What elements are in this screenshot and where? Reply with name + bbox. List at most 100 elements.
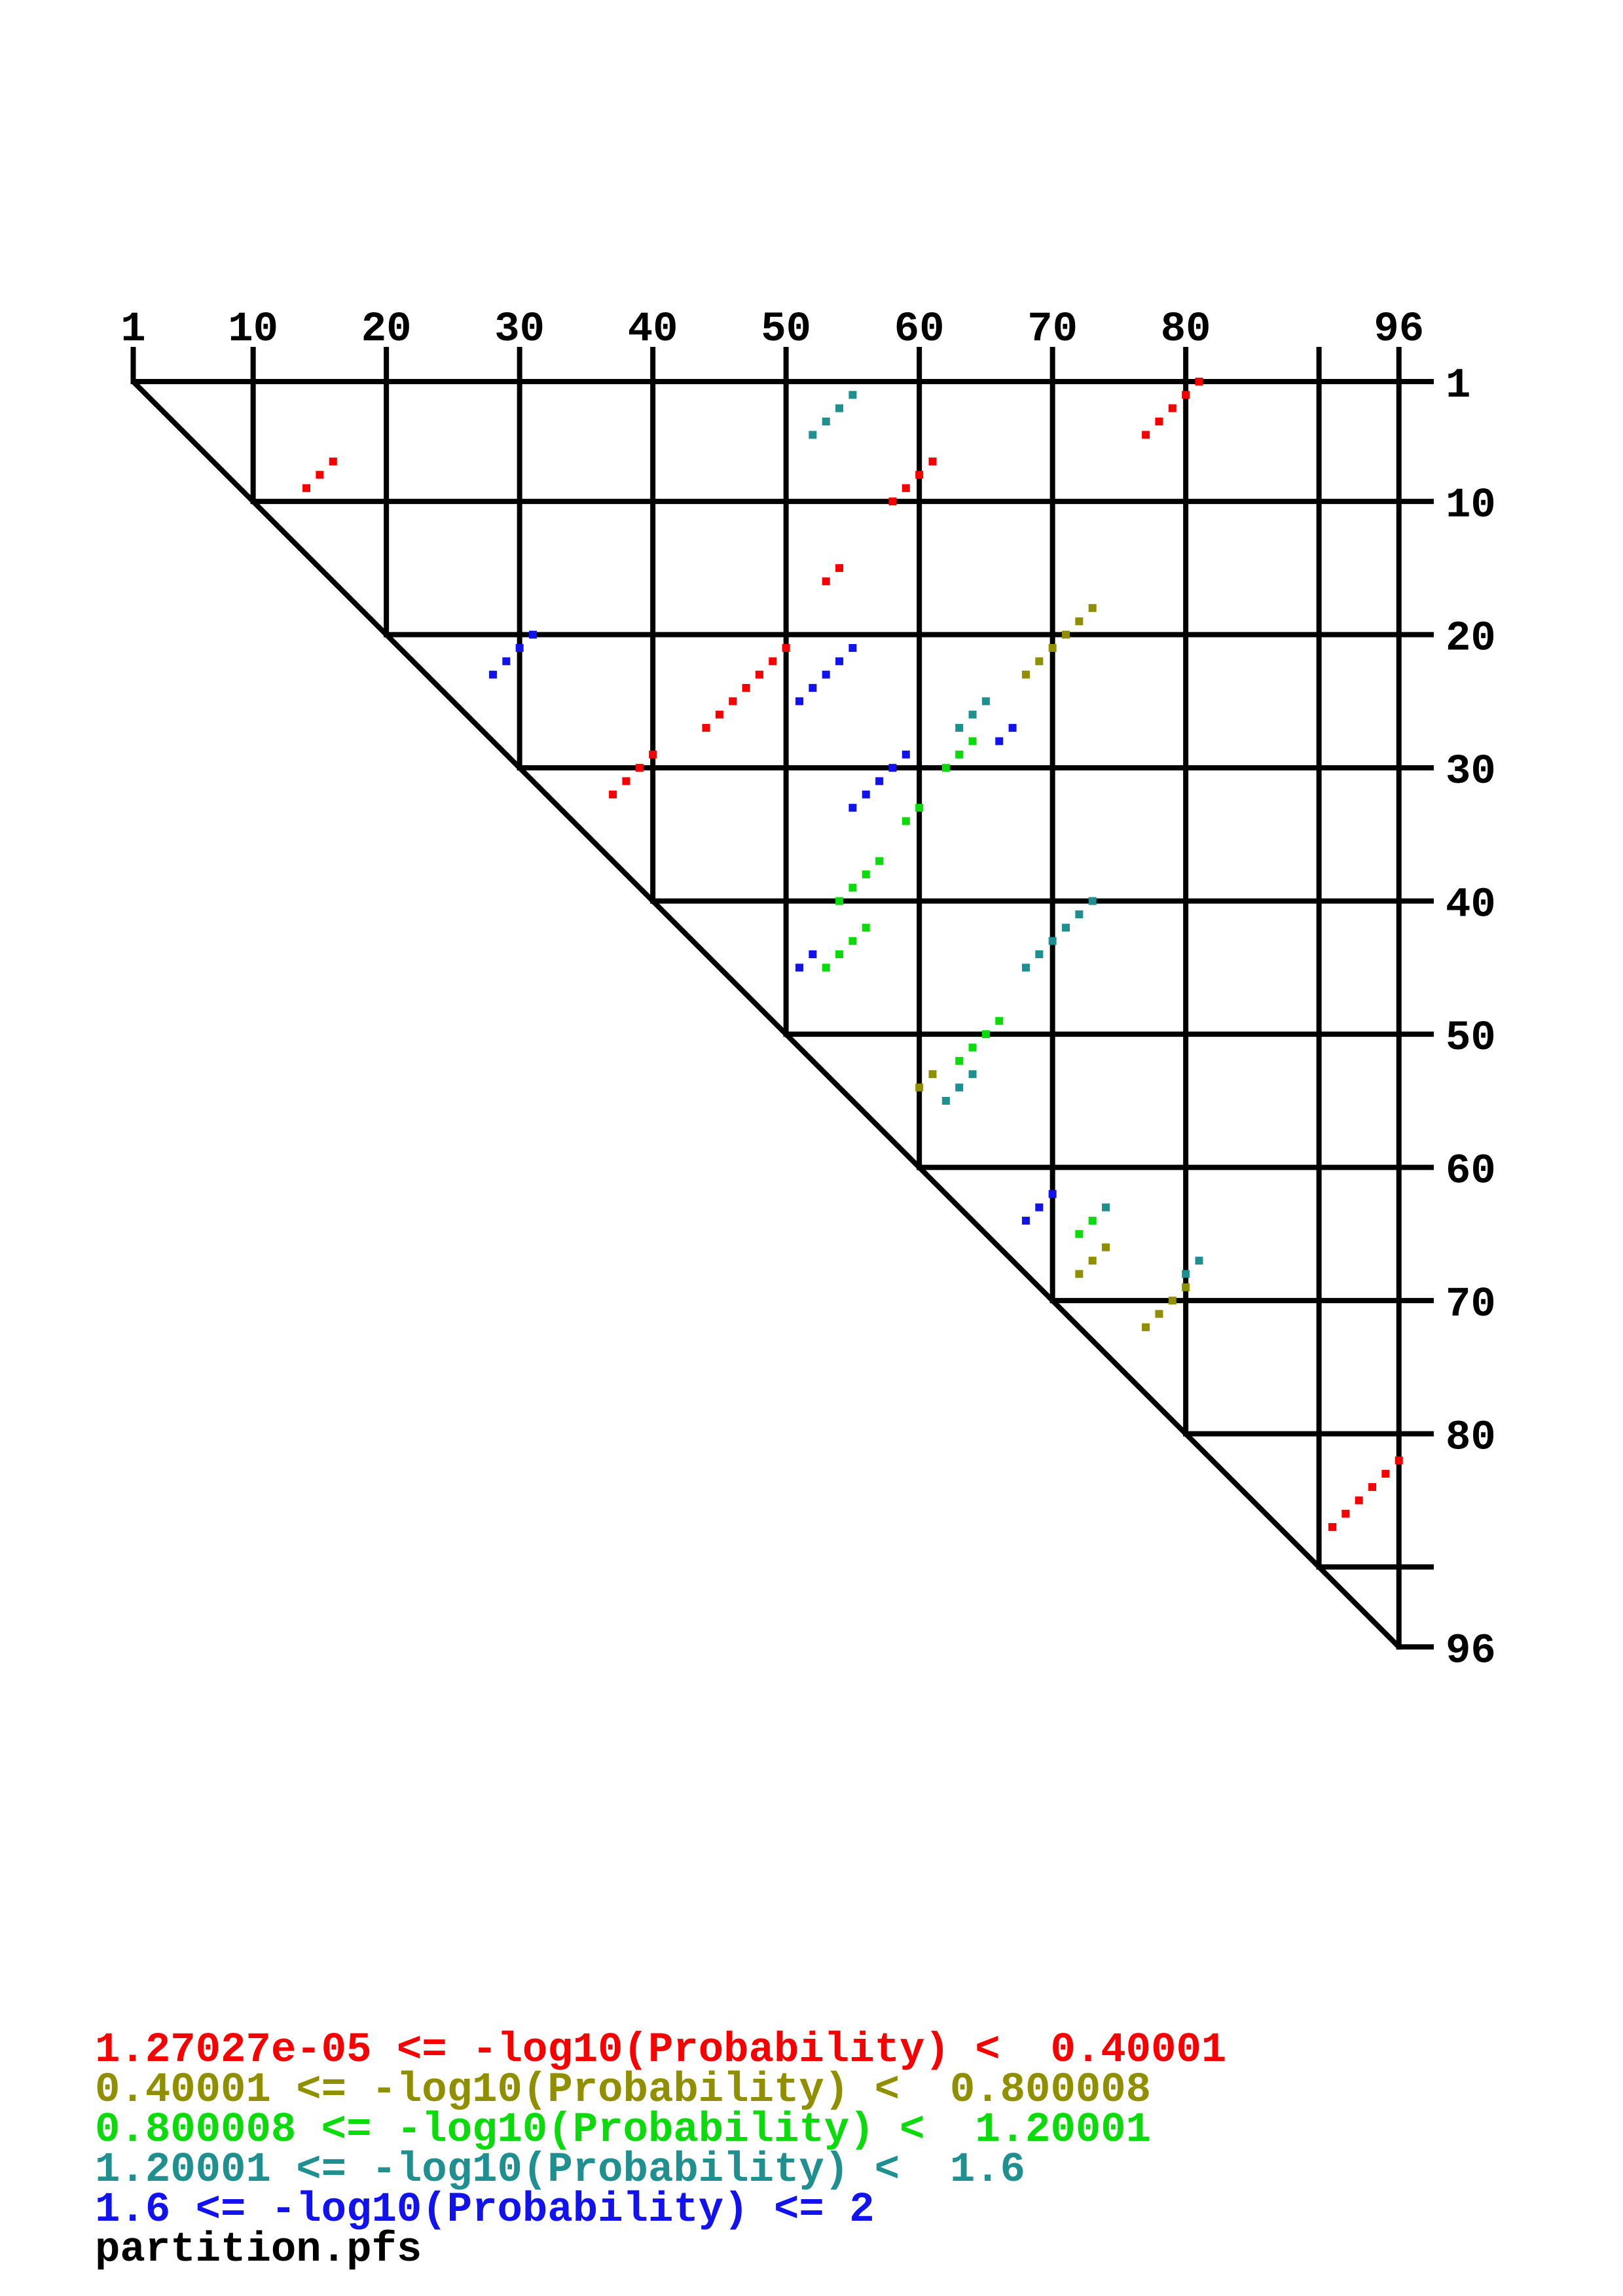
dot-class-1	[622, 777, 630, 785]
dot-class-4	[981, 697, 990, 706]
dot-class-4	[1035, 950, 1044, 959]
dot-class-1	[835, 564, 844, 572]
dot-class-5	[995, 737, 1004, 745]
dot-class-2	[1021, 670, 1030, 679]
y-axis-label-60: 60	[1446, 1149, 1496, 1196]
dot-class-4	[1182, 1270, 1190, 1278]
x-axis-label-80: 80	[1161, 306, 1211, 353]
dot-class-5	[502, 657, 511, 666]
dot-class-1	[1195, 378, 1203, 386]
x-axis-label-30: 30	[494, 306, 545, 353]
dot-class-2	[1035, 657, 1044, 666]
legend-line-class-3: 0.800008 <= -log10(Probability) < 1.2000…	[95, 2107, 1152, 2154]
x-axis-label-96: 96	[1374, 306, 1424, 353]
dot-class-1	[1381, 1469, 1390, 1478]
dot-class-4	[941, 1096, 950, 1105]
dot-class-3	[848, 937, 857, 945]
dot-class-4	[955, 724, 964, 732]
x-axis-label-60: 60	[894, 306, 945, 353]
dot-class-1	[902, 484, 910, 492]
dot-class-4	[968, 710, 977, 719]
y-axis-label-30: 30	[1446, 749, 1496, 796]
dot-class-3	[915, 804, 924, 812]
y-axis-label-20: 20	[1446, 616, 1496, 663]
dot-class-2	[1182, 1283, 1190, 1291]
dot-class-2	[1088, 1257, 1097, 1265]
dot-class-2	[1088, 603, 1097, 612]
dot-class-5	[1021, 1217, 1030, 1225]
dot-class-3	[955, 1056, 964, 1065]
dot-class-2	[928, 1070, 937, 1079]
legend-line-class-1: 1.27027e-05 <= -log10(Probability) < 0.4…	[95, 2027, 1227, 2074]
dot-class-1	[755, 670, 763, 679]
dot-class-2	[1048, 644, 1057, 652]
dot-class-1	[329, 457, 337, 466]
x-axis-label-40: 40	[628, 306, 678, 353]
dot-class-3	[835, 950, 844, 959]
dot-class-3	[981, 1030, 990, 1039]
dot-class-4	[1075, 910, 1084, 918]
dot-class-1	[1355, 1496, 1363, 1505]
dot-class-5	[1008, 724, 1017, 732]
dot-class-3	[968, 737, 977, 745]
x-axis-label-1: 1	[120, 306, 145, 353]
dot-class-5	[835, 657, 844, 666]
legend: 1.27027e-05 <= -log10(Probability) < 0.4…	[95, 2027, 1227, 2274]
x-axis-label-70: 70	[1027, 306, 1078, 353]
legend-line-class-5: 1.6 <= -log10(Probability) <= 2	[95, 2187, 875, 2234]
dot-class-5	[902, 750, 910, 759]
dot-class-1	[649, 750, 657, 759]
dot-class-4	[1062, 924, 1070, 932]
dot-class-5	[795, 697, 803, 706]
dot-class-1	[1142, 431, 1150, 439]
dot-class-1	[1328, 1523, 1336, 1532]
dot-class-1	[1182, 391, 1190, 399]
dot-class-5	[862, 790, 870, 798]
dot-class-3	[955, 750, 964, 759]
dot-class-3	[995, 1016, 1004, 1025]
dot-class-5	[1048, 1190, 1057, 1198]
dot-class-1	[1341, 1509, 1350, 1518]
y-axis-label-10: 10	[1446, 482, 1496, 529]
dot-class-3	[835, 897, 844, 905]
dot-class-2	[1102, 1243, 1110, 1251]
y-axis-label-70: 70	[1446, 1282, 1496, 1329]
dot-class-5	[515, 644, 524, 652]
dot-class-5	[488, 670, 497, 679]
dot-class-1	[928, 457, 937, 466]
dot-class-5	[1035, 1203, 1044, 1211]
y-axis-label-80: 80	[1446, 1415, 1496, 1462]
dot-class-1	[302, 484, 311, 492]
dot-class-3	[902, 817, 910, 825]
dot-class-5	[809, 950, 817, 959]
dot-class-4	[848, 391, 857, 399]
dot-class-2	[1075, 1270, 1084, 1278]
dot-class-1	[822, 577, 830, 586]
dot-class-3	[1088, 1217, 1097, 1225]
dot-class-5	[529, 630, 537, 639]
dot-class-5	[848, 804, 857, 812]
dot-class-4	[1195, 1257, 1203, 1265]
dot-class-5	[875, 777, 884, 785]
dot-class-4	[1102, 1203, 1110, 1211]
legend-line-class-4: 1.20001 <= -log10(Probability) < 1.6	[95, 2147, 1026, 2194]
dot-class-1	[742, 684, 750, 692]
dot-class-1	[1155, 418, 1163, 426]
dot-class-1	[915, 471, 924, 479]
dot-class-4	[835, 404, 844, 412]
x-axis-label-20: 20	[361, 306, 412, 353]
y-axis-label-96: 96	[1446, 1628, 1496, 1675]
dot-class-3	[875, 857, 884, 865]
dot-class-3	[822, 963, 830, 972]
dot-class-4	[1021, 963, 1030, 972]
x-axis-label-10: 10	[228, 306, 278, 353]
dot-class-5	[888, 764, 897, 772]
dot-class-5	[795, 963, 803, 972]
file-label: partition.pfs	[95, 2227, 422, 2274]
dot-class-5	[848, 644, 857, 652]
dot-class-1	[316, 471, 324, 479]
dot-class-3	[862, 924, 870, 932]
dot-class-4	[809, 431, 817, 439]
dot-class-3	[968, 1043, 977, 1052]
